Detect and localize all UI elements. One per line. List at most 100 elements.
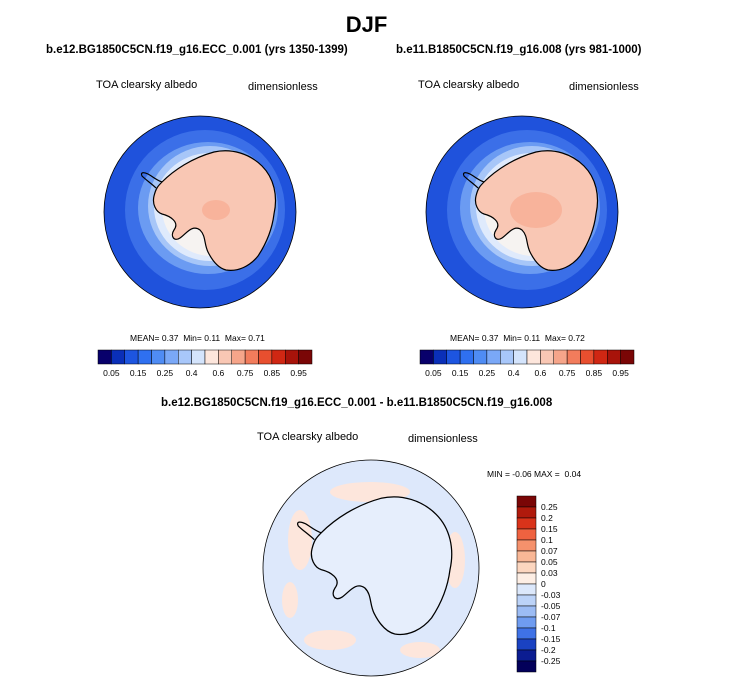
diff-colorbar-tick-label: 0.2 [541,513,553,523]
diff-colorbar-swatch [516,572,537,585]
panel2-colorbar-tick-label: 0.85 [586,368,603,378]
panel1-max: 0.71 [248,333,265,343]
panel1-colorbar-swatch [111,349,125,365]
panel2-colorbar-swatch [526,349,541,365]
panel2-colorbar: 0.05 0.15 0.25 0.4 0.6 0.75 0.85 0.95 [419,349,635,378]
panel2-colorbar-swatch [486,349,501,365]
panel2-colorbar-swatch [500,349,514,365]
panel2-colorbar-swatch [459,349,474,365]
diff-colorbar-tick-label: -0.07 [541,612,561,622]
panel1-colorbar-tick-label: 0.25 [157,368,174,378]
diff-colorbar-swatch [516,627,537,640]
panel2-colorbar-tick-label: 0.15 [452,368,469,378]
diff-colorbar-swatch [516,594,537,607]
panel1-colorbar-swatch [258,349,273,365]
panel1-colorbar-tick-label: 0.6 [212,368,224,378]
diff-colorbar-swatch [516,649,537,662]
panel2-colorbar-swatch [473,349,488,365]
diff-colorbar-tick-label: -0.05 [541,601,561,611]
panel1-colorbar: 0.05 0.15 0.25 0.4 0.6 0.75 0.85 0.95 [97,349,313,378]
diff-colorbar-swatch [516,638,537,651]
panel1-title: b.e12.BG1850C5CN.f19_g16.ECC_0.001 (yrs … [46,44,348,56]
diff-colorbar-swatch [516,561,537,574]
panel1-colorbar-tick-label: 0.85 [264,368,281,378]
diff-units: dimensionless [408,433,478,445]
diff-max: 0.04 [564,469,582,479]
panel1-colorbar-tick-label: 0.15 [130,368,147,378]
panel2-colorbar-swatch [433,349,447,365]
panel2-variable: TOA clearsky albedo [418,79,520,91]
panel2-colorbar-tick-label: 0.4 [508,368,520,378]
panel2-colorbar-tick-label: 0.25 [479,368,496,378]
diff-colorbar-tick-label: -0.15 [541,634,561,644]
figure-title: DJF [345,12,388,37]
diff-minmax: MIN = -0.06 MAX = 0.04 [487,469,581,479]
panel1-colorbar-tick-label: 0.95 [290,368,307,378]
panel2-max-label: Max= [544,333,566,343]
panel1-colorbar-swatch [298,349,313,365]
diff-colorbar-tick-label: 0.25 [541,502,558,512]
diff-colorbar-tick-label: -0.03 [541,590,561,600]
panel1-colorbar-swatch [271,349,286,365]
panel2-colorbar-swatch [540,349,554,365]
diff-colorbar-tick-label: -0.25 [541,656,561,666]
diff-map [262,459,480,677]
panel1-colorbar-swatch [244,349,259,365]
diff-min: -0.06 [512,469,532,479]
panel1-colorbar-swatch [231,349,246,365]
panel2-mean-label: MEAN= [450,333,480,343]
diff-colorbar-swatch [516,528,537,541]
panel2-colorbar-tick-label: 0.05 [425,368,442,378]
panel1-min: 0.11 [204,333,221,343]
panel1-stats: MEAN= 0.37 Min= 0.11 Max= 0.71 [130,333,265,343]
diff-colorbar-swatch [516,550,537,563]
panel1-units: dimensionless [248,81,318,93]
panel2-min-label: Min= [503,333,522,343]
diff-title: b.e12.BG1850C5CN.f19_g16.ECC_0.001 - b.e… [161,397,553,409]
panel1-colorbar-tick-label: 0.4 [186,368,198,378]
panel1-max-label: Max= [224,333,246,343]
diff-colorbar-swatch [516,495,537,508]
panel1-colorbar-tick-label: 0.75 [237,368,254,378]
panel1-colorbar-swatch [137,349,152,365]
diff-colorbar-tick-label: -0.2 [541,645,556,655]
diff-min-label: MIN = [487,469,510,479]
diff-max-label: MAX = [534,469,560,479]
panel1-colorbar-swatch [178,349,192,365]
panel2-colorbar-tick-label: 0.6 [534,368,546,378]
panel2-colorbar-swatch [580,349,595,365]
panel2-colorbar-swatch [593,349,608,365]
panel1-colorbar-swatch [285,349,299,365]
panel2-stats: MEAN= 0.37 Min= 0.11 Max= 0.72 [450,333,585,343]
diff-variable: TOA clearsky albedo [257,431,359,443]
diff-colorbar-swatch [516,539,537,552]
diff-colorbar-tick-label: 0.15 [541,524,558,534]
panel1-colorbar-tick-label: 0.05 [103,368,120,378]
diff-colorbar-swatch [516,605,537,618]
panel1-map [103,115,297,309]
panel2-colorbar-swatch [513,349,528,365]
panel1-colorbar-swatch [218,349,232,365]
diff-colorbar-tick-label: 0.05 [541,557,558,567]
panel2-max: 0.72 [568,333,585,343]
panel1-colorbar-swatch [124,349,139,365]
diff-colorbar: 0.250.20.150.10.070.050.030-0.03-0.05-0.… [516,495,561,673]
panel1-variable: TOA clearsky albedo [96,79,198,91]
diff-colorbar-tick-label: 0.07 [541,546,558,556]
panel1-colorbar-swatch [151,349,166,365]
diff-colorbar-swatch [516,506,537,519]
diff-colorbar-tick-label: 0.1 [541,535,553,545]
panel1-colorbar-swatch [191,349,206,365]
panel1-mean-label: MEAN= [130,333,160,343]
panel2-title: b.e11.B1850C5CN.f19_g16.008 (yrs 981-100… [396,44,642,56]
panel2-units: dimensionless [569,81,639,93]
panel1-colorbar-swatch [97,349,112,365]
panel1-min-label: Min= [183,333,202,343]
panel1-colorbar-swatch [164,349,179,365]
diff-colorbar-swatch [516,517,537,530]
diff-colorbar-tick-label: -0.1 [541,623,556,633]
panel2-colorbar-swatch [620,349,635,365]
panel2-colorbar-swatch [553,349,568,365]
diff-colorbar-tick-label: 0.03 [541,568,558,578]
